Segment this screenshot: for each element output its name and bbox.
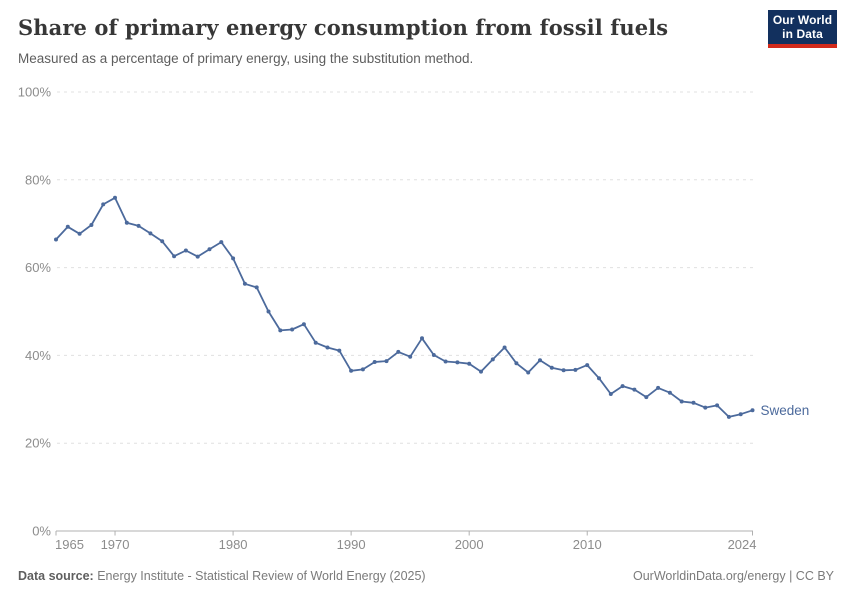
data-point[interactable]	[254, 285, 259, 290]
data-point[interactable]	[266, 309, 271, 314]
data-point[interactable]	[644, 395, 649, 400]
chart-header: Share of primary energy consumption from…	[18, 14, 755, 67]
data-point[interactable]	[726, 414, 731, 419]
data-point[interactable]	[431, 353, 436, 357]
data-point[interactable]	[113, 195, 117, 200]
owid-logo-line1: Our World	[772, 13, 833, 27]
data-point[interactable]	[124, 220, 129, 225]
data-point[interactable]	[313, 340, 318, 345]
data-point[interactable]	[219, 240, 224, 245]
data-point[interactable]	[231, 256, 236, 261]
x-tick-label-1970: 1970	[101, 537, 130, 552]
data-point[interactable]	[372, 360, 377, 364]
data-point[interactable]	[608, 392, 613, 396]
y-tick-label-100: 100%	[18, 85, 52, 100]
data-point[interactable]	[443, 359, 448, 364]
y-tick-label-80: 80%	[25, 172, 51, 187]
data-point[interactable]	[420, 336, 424, 341]
data-point[interactable]	[101, 202, 106, 207]
y-tick-label-40: 40%	[25, 348, 51, 363]
data-point[interactable]	[160, 239, 165, 244]
data-point[interactable]	[325, 345, 330, 350]
series-label-sweden[interactable]: Sweden	[761, 403, 810, 418]
x-tick-label-2000: 2000	[455, 537, 484, 552]
y-tick-label-60: 60%	[25, 260, 51, 275]
data-point[interactable]	[502, 345, 507, 350]
data-point[interactable]	[549, 365, 554, 370]
data-point[interactable]	[526, 370, 531, 375]
data-point[interactable]	[467, 361, 472, 366]
data-point[interactable]	[667, 390, 672, 395]
sweden-line[interactable]	[55, 196, 754, 418]
chart-subtitle: Measured as a percentage of primary ener…	[18, 51, 474, 66]
data-point[interactable]	[656, 385, 661, 390]
data-point[interactable]	[679, 399, 684, 404]
data-point[interactable]	[632, 387, 637, 392]
data-point[interactable]	[585, 363, 590, 368]
data-point[interactable]	[620, 384, 625, 389]
data-point[interactable]	[715, 403, 720, 408]
data-point[interactable]	[172, 254, 177, 259]
data-point[interactable]	[290, 327, 295, 332]
chart-title: Share of primary energy consumption from…	[18, 15, 669, 40]
gridlines	[57, 91, 755, 444]
x-tick-label-1990: 1990	[337, 537, 366, 552]
data-point[interactable]	[77, 231, 82, 236]
data-point[interactable]	[479, 369, 483, 374]
data-source: Data source: Energy Institute - Statisti…	[18, 568, 426, 585]
x-tick-label-1965: 1965	[55, 537, 84, 552]
data-point[interactable]	[207, 247, 212, 252]
data-point[interactable]	[301, 322, 306, 327]
data-point[interactable]	[597, 376, 601, 381]
x-tick-label-2010: 2010	[573, 537, 602, 552]
data-point[interactable]	[54, 237, 58, 242]
x-axis: 1965 1970 1980 1990 2000 2010 2024	[55, 530, 757, 552]
y-tick-label-0: 0%	[32, 524, 51, 539]
data-point[interactable]	[408, 354, 413, 359]
data-point[interactable]	[195, 254, 200, 259]
data-point[interactable]	[396, 349, 401, 354]
data-point[interactable]	[349, 368, 354, 373]
data-point[interactable]	[183, 248, 188, 253]
data-point[interactable]	[136, 223, 141, 228]
data-point[interactable]	[242, 281, 247, 286]
data-point[interactable]	[561, 368, 566, 373]
data-point[interactable]	[514, 361, 519, 366]
data-point[interactable]	[384, 359, 389, 364]
x-tick-label-2024: 2024	[728, 537, 757, 552]
data-point[interactable]	[691, 400, 696, 405]
owid-logo-line2: in Data	[782, 27, 823, 41]
data-source-text: Energy Institute - Statistical Review of…	[93, 569, 426, 583]
data-point[interactable]	[490, 357, 495, 362]
data-point[interactable]	[89, 223, 94, 227]
x-tick-label-1980: 1980	[219, 537, 248, 552]
footer-credit-link[interactable]: OurWorldinData.org/energy | CC BY	[632, 569, 834, 583]
data-point[interactable]	[703, 405, 708, 410]
owid-logo[interactable]: Our World in Data	[768, 10, 837, 48]
data-point[interactable]	[148, 231, 153, 236]
chart-footer: Data source: Energy Institute - Statisti…	[18, 568, 834, 585]
series-group: Sweden	[54, 195, 810, 419]
data-point[interactable]	[65, 224, 70, 229]
data-point[interactable]	[455, 360, 460, 365]
y-axis-labels: 0% 20% 40% 60% 80% 100%	[18, 85, 52, 539]
data-source-label: Data source:	[18, 569, 94, 583]
data-point[interactable]	[538, 358, 542, 363]
data-point[interactable]	[360, 367, 365, 372]
data-point[interactable]	[738, 412, 743, 417]
data-point[interactable]	[278, 328, 283, 333]
y-tick-label-20: 20%	[25, 436, 51, 451]
data-point[interactable]	[337, 348, 342, 353]
data-point[interactable]	[750, 408, 755, 413]
data-point[interactable]	[573, 367, 578, 372]
